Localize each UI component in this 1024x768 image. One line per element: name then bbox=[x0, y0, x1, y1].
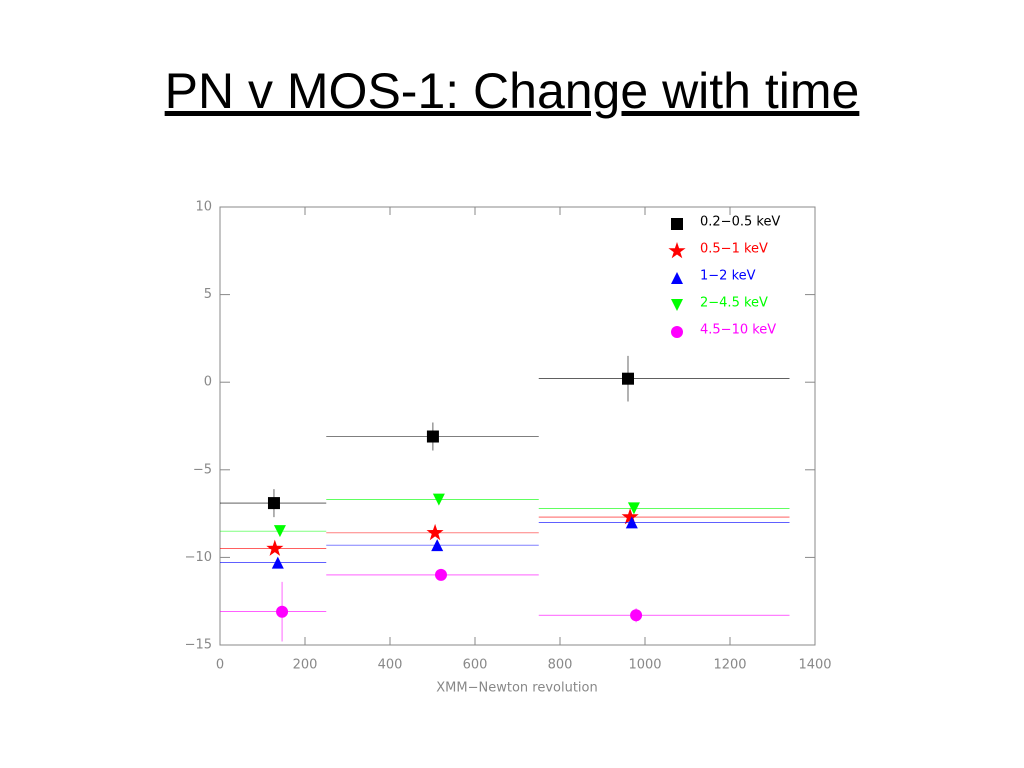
slide-title: PN v MOS-1: Change with time bbox=[164, 63, 860, 119]
data-point bbox=[431, 539, 444, 552]
data-point bbox=[432, 493, 445, 506]
y-tick-label: −5 bbox=[193, 462, 212, 477]
legend-marker bbox=[671, 326, 683, 338]
data-point bbox=[621, 508, 639, 525]
data-point bbox=[273, 525, 286, 538]
legend-label: 0.2−0.5 keV bbox=[700, 215, 780, 230]
plot-frame bbox=[219, 206, 816, 646]
x-tick-label: 200 bbox=[293, 658, 318, 673]
data-point bbox=[622, 372, 634, 385]
y-tick-label: 5 bbox=[204, 287, 212, 302]
x-tick-label: 800 bbox=[548, 658, 573, 673]
y-tick-label: −15 bbox=[185, 638, 212, 653]
data-point bbox=[271, 556, 284, 569]
data-point bbox=[276, 605, 289, 618]
legend-label: 4.5−10 keV bbox=[700, 323, 776, 338]
x-tick-label: 600 bbox=[463, 658, 488, 673]
legend-marker bbox=[671, 299, 683, 311]
data-point bbox=[627, 502, 640, 515]
x-tick-label: 400 bbox=[378, 658, 403, 673]
data-point bbox=[625, 516, 638, 529]
legend-label: 0.5−1 keV bbox=[700, 242, 768, 257]
y-tick-label: 10 bbox=[195, 200, 212, 215]
data-point bbox=[630, 609, 643, 622]
data-point bbox=[426, 523, 444, 541]
x-tick-label: 0 bbox=[216, 658, 224, 673]
data-point bbox=[266, 539, 284, 556]
x-tick-label: 1200 bbox=[713, 658, 746, 673]
y-tick-label: 0 bbox=[204, 375, 212, 390]
x-tick-label: 1400 bbox=[798, 658, 831, 673]
legend-marker bbox=[671, 272, 683, 284]
legend-marker bbox=[671, 218, 683, 230]
data-point bbox=[426, 430, 439, 443]
x-tick-label: 1000 bbox=[628, 658, 661, 673]
data-point bbox=[435, 568, 447, 581]
data-point bbox=[267, 497, 280, 510]
legend-label: 1−2 keV bbox=[700, 269, 756, 284]
legend-marker bbox=[668, 242, 686, 259]
y-tick-label: −10 bbox=[185, 550, 212, 565]
x-axis-label: XMM−Newton revolution bbox=[436, 681, 597, 696]
legend-label: 2−4.5 keV bbox=[700, 296, 768, 311]
